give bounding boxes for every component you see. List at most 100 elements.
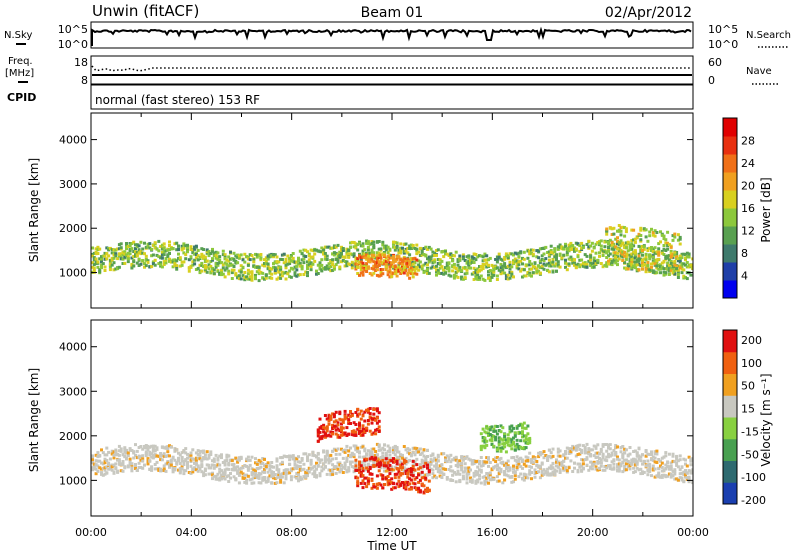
pixel-0-658 bbox=[298, 478, 302, 482]
pixel-0-493 bbox=[254, 252, 257, 256]
pixel-0-556 bbox=[268, 474, 272, 478]
pixel-0-380 bbox=[212, 457, 216, 461]
pixel-0-452 bbox=[234, 468, 238, 472]
pixel-0-172 bbox=[146, 260, 150, 264]
pixel-0-983 bbox=[404, 456, 408, 460]
pixel-0-858 bbox=[365, 452, 369, 456]
pixel-0-103 bbox=[123, 446, 127, 450]
pixel-0-22 bbox=[96, 245, 100, 249]
pixel-0-415 bbox=[223, 472, 227, 476]
pixel-0-49 bbox=[107, 463, 111, 466]
pixel-0-118 bbox=[128, 448, 132, 452]
pixel-2-2226 bbox=[662, 267, 666, 271]
pixel-0-1204 bbox=[485, 254, 489, 258]
pixel-2-2236 bbox=[363, 410, 367, 414]
pixel-0-1094 bbox=[449, 252, 453, 256]
pixel-0-409 bbox=[227, 264, 231, 268]
pixel-0-778 bbox=[340, 467, 343, 471]
pixel-0-1608 bbox=[612, 466, 616, 470]
pixel-0-17 bbox=[94, 262, 98, 265]
pixel-0-301 bbox=[187, 471, 191, 474]
pixel-0-460 bbox=[243, 252, 247, 256]
pixel-0-131 bbox=[134, 463, 137, 466]
pixel-0-909 bbox=[381, 451, 385, 455]
pixel-2-2165 bbox=[641, 267, 644, 271]
pixel-0-1628 bbox=[617, 458, 621, 462]
pixel-0-1796 bbox=[671, 459, 675, 463]
power-colorbar-tick-5: 24 bbox=[741, 157, 755, 170]
pixel-0-1659 bbox=[628, 467, 632, 471]
pixel-0-1236 bbox=[485, 456, 489, 460]
pixel-0-1801 bbox=[673, 460, 677, 464]
pixel-3-2387 bbox=[513, 431, 517, 435]
pixel-3-2294 bbox=[483, 430, 487, 434]
pixel-0-541 bbox=[268, 276, 272, 280]
pixel-0-835 bbox=[358, 455, 361, 459]
pixel-0-493 bbox=[248, 458, 252, 462]
pixel-0-31 bbox=[101, 473, 105, 477]
pixel-1-1971 bbox=[392, 260, 395, 264]
pixel-0-1203 bbox=[474, 473, 478, 477]
pixel-0-461 bbox=[243, 275, 247, 279]
pixel-2-2156 bbox=[336, 427, 340, 431]
pixel-0-572 bbox=[272, 474, 275, 478]
pixel-0-1428 bbox=[556, 263, 560, 267]
pixel-0-363 bbox=[207, 466, 211, 470]
pixel-2-2115 bbox=[624, 246, 628, 250]
pixel-1-2004 bbox=[399, 482, 403, 486]
pixel-1-1859 bbox=[359, 256, 363, 260]
pixel-0-752 bbox=[331, 457, 335, 461]
pixel-0-219 bbox=[162, 246, 166, 250]
pixel-0-627 bbox=[295, 274, 299, 278]
pixel-2-2172 bbox=[642, 245, 646, 249]
pixel-0-592 bbox=[284, 260, 288, 264]
pixel-0-295 bbox=[191, 260, 195, 264]
pixel-0-1064 bbox=[429, 462, 433, 466]
pixel-0-730 bbox=[332, 244, 336, 248]
pixel-3-2429 bbox=[526, 442, 530, 445]
pixel-2-2175 bbox=[644, 264, 648, 268]
pixel-0-1197 bbox=[474, 481, 478, 485]
pixel-0-1260 bbox=[494, 464, 498, 468]
pixel-1-2023 bbox=[406, 265, 410, 269]
pixel-0-1507 bbox=[580, 469, 584, 473]
pixel-2-2209 bbox=[657, 242, 661, 246]
pixel-0-355 bbox=[209, 252, 213, 255]
pixel-1-1974 bbox=[388, 472, 392, 476]
pixel-0-86 bbox=[117, 458, 121, 462]
pixel-0-1412 bbox=[549, 467, 553, 471]
pixel-0-1135 bbox=[461, 277, 465, 281]
pixel-1-2013 bbox=[402, 461, 406, 465]
pixel-0-635 bbox=[293, 456, 297, 460]
pixel-0-571 bbox=[272, 465, 275, 469]
pixel-0-1077 bbox=[435, 462, 438, 466]
pixel-1-1864 bbox=[354, 476, 358, 480]
pixel-0-234 bbox=[168, 251, 171, 255]
pixel-0-41 bbox=[103, 254, 107, 258]
pixel-0-1572 bbox=[601, 456, 605, 460]
pixel-0-579 bbox=[279, 257, 283, 261]
pixel-0-1244 bbox=[487, 475, 490, 479]
pixel-0-1831 bbox=[682, 470, 686, 474]
pixel-3-2409 bbox=[521, 435, 524, 439]
pixel-0-638 bbox=[293, 462, 297, 466]
pixel-0-764 bbox=[341, 255, 345, 259]
pixel-0-1465 bbox=[567, 257, 571, 261]
pixel-3-2416 bbox=[522, 439, 526, 443]
velocity-colorbar-segment-7 bbox=[723, 330, 737, 353]
pixel-0-1326 bbox=[524, 274, 528, 278]
pixel-0-1261 bbox=[503, 264, 507, 268]
pixel-2-2205 bbox=[354, 430, 358, 434]
pixel-0-943 bbox=[401, 246, 404, 250]
pixel-0-1570 bbox=[601, 468, 605, 472]
pixel-0-1076 bbox=[444, 250, 447, 254]
pixel-0-1007 bbox=[422, 253, 426, 256]
pixel-0-173 bbox=[146, 245, 150, 249]
pixel-0-651 bbox=[306, 271, 309, 274]
pixel-2-2247 bbox=[366, 419, 370, 422]
pixel-0-930 bbox=[386, 463, 390, 467]
pixel-3-2324 bbox=[492, 444, 496, 448]
pixel-2-2109 bbox=[623, 226, 627, 230]
pixel-2-2107 bbox=[623, 234, 627, 238]
pixel-0-1820 bbox=[678, 472, 682, 476]
